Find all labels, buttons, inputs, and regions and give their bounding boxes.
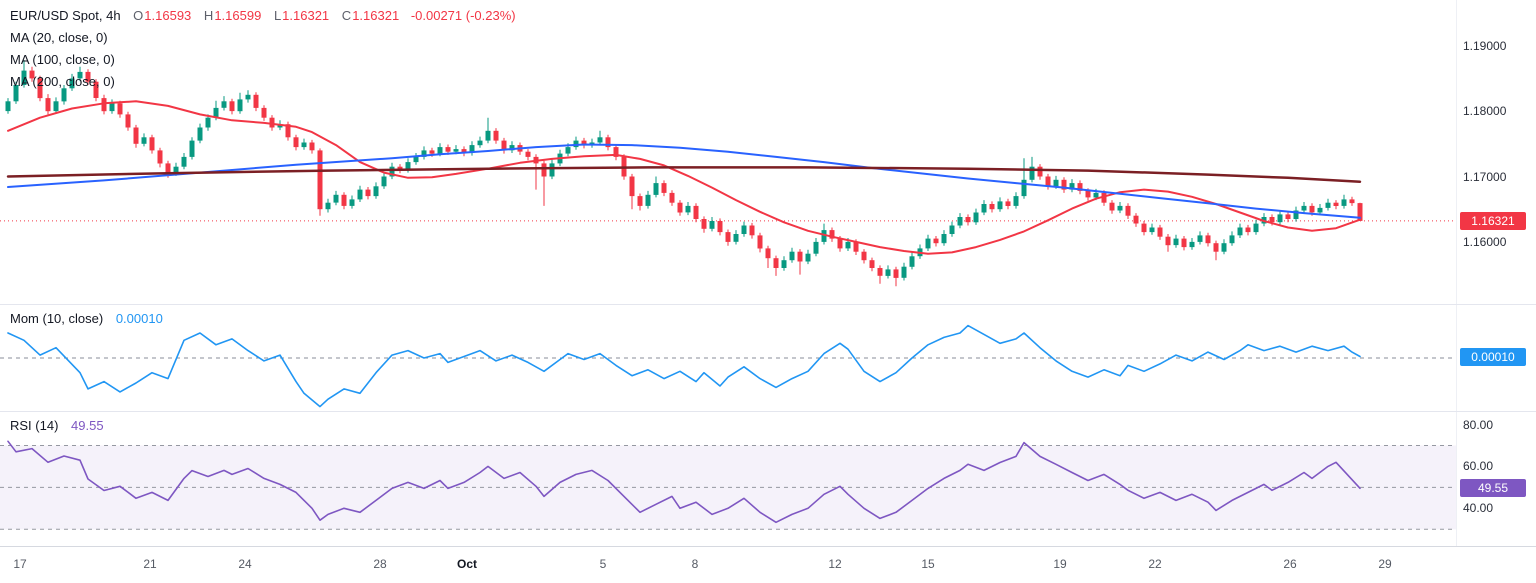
ohlc-o-value: 1.16593: [144, 8, 192, 23]
time-axis-label: 17: [13, 557, 27, 571]
ohlc-c-label: C: [341, 8, 352, 23]
ma-100-legend[interactable]: MA (100, close, 0): [10, 52, 115, 67]
ohlc-l-value: 1.16321: [282, 8, 330, 23]
price-plot[interactable]: EUR/USD Spot, 4h O1.16593 H1.16599 L1.16…: [0, 0, 1456, 304]
price-axis-label: 1.17000: [1463, 169, 1507, 184]
rsi-line-chart[interactable]: [0, 412, 1456, 546]
time-axis[interactable]: 17 21 24 28 Oct 5 8 12 15 19 22 26 29: [0, 546, 1536, 583]
ohlc-c-value: 1.16321: [352, 8, 400, 23]
time-axis-label: 8: [691, 557, 699, 571]
ohlc-l-label: L: [273, 8, 282, 23]
momentum-legend-value: 0.00010: [115, 311, 163, 326]
ma-200-legend[interactable]: MA (200, close, 0): [10, 74, 115, 89]
rsi-axis-label: 60.00: [1463, 459, 1494, 474]
rsi-legend-title[interactable]: RSI (14): [10, 418, 59, 433]
time-axis-label: Oct: [456, 557, 478, 571]
momentum-panel: Mom (10, close) 0.00010 0.00010: [0, 304, 1536, 411]
time-axis-label: 29: [1378, 557, 1392, 571]
momentum-plot[interactable]: Mom (10, close) 0.00010: [0, 305, 1456, 411]
time-axis-label: 22: [1148, 557, 1162, 571]
price-axis-label: 1.18000: [1463, 104, 1507, 119]
rsi-legend-value: 49.55: [71, 418, 104, 433]
ma-20-legend[interactable]: MA (20, close, 0): [10, 30, 108, 45]
rsi-plot[interactable]: RSI (14) 49.55: [0, 412, 1456, 546]
ohlc-h-value: 1.16599: [214, 8, 262, 23]
price-axis-label: 1.16000: [1463, 234, 1507, 249]
rsi-axis-label: 40.00: [1463, 501, 1494, 516]
time-axis-label: 19: [1053, 557, 1067, 571]
rsi-panel: RSI (14) 49.55 80.00 60.00 40.00 49.55: [0, 411, 1536, 546]
time-axis-label: 21: [143, 557, 157, 571]
momentum-legend-title[interactable]: Mom (10, close): [10, 311, 104, 326]
momentum-value-badge: 0.00010: [1460, 347, 1526, 366]
rsi-axis[interactable]: 80.00 60.00 40.00 49.55: [1456, 412, 1536, 546]
time-axis-label: 15: [921, 557, 935, 571]
price-axis-label: 1.19000: [1463, 38, 1507, 53]
price-panel: EUR/USD Spot, 4h O1.16593 H1.16599 L1.16…: [0, 0, 1536, 304]
candlestick-chart[interactable]: [0, 0, 1456, 304]
momentum-legend: Mom (10, close) 0.00010: [10, 311, 163, 326]
time-axis-label: 24: [238, 557, 252, 571]
current-price-badge: 1.16321: [1460, 211, 1526, 230]
rsi-axis-label: 80.00: [1463, 417, 1494, 432]
time-axis-label: 26: [1283, 557, 1297, 571]
momentum-line-chart[interactable]: [0, 305, 1456, 411]
rsi-legend: RSI (14) 49.55: [10, 418, 104, 433]
rsi-value-badge: 49.55: [1460, 479, 1526, 498]
momentum-axis[interactable]: 0.00010: [1456, 305, 1536, 411]
symbol-title[interactable]: EUR/USD Spot, 4h: [10, 8, 121, 23]
chart-legend: EUR/USD Spot, 4h O1.16593 H1.16599 L1.16…: [10, 5, 516, 93]
ohlc-h-label: H: [203, 8, 214, 23]
time-axis-label: 28: [373, 557, 387, 571]
time-axis-label: 5: [599, 557, 607, 571]
ohlc-o-label: O: [133, 8, 144, 23]
ohlc-change: -0.00271 (-0.23%): [410, 8, 516, 23]
time-axis-label: 12: [828, 557, 842, 571]
price-axis[interactable]: 1.19000 1.18000 1.17000 1.16000 1.16321: [1456, 0, 1536, 304]
